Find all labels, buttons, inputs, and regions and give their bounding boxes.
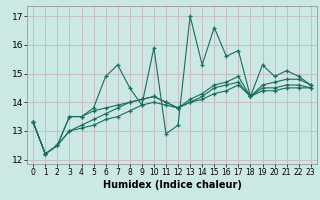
X-axis label: Humidex (Indice chaleur): Humidex (Indice chaleur) — [103, 180, 241, 190]
